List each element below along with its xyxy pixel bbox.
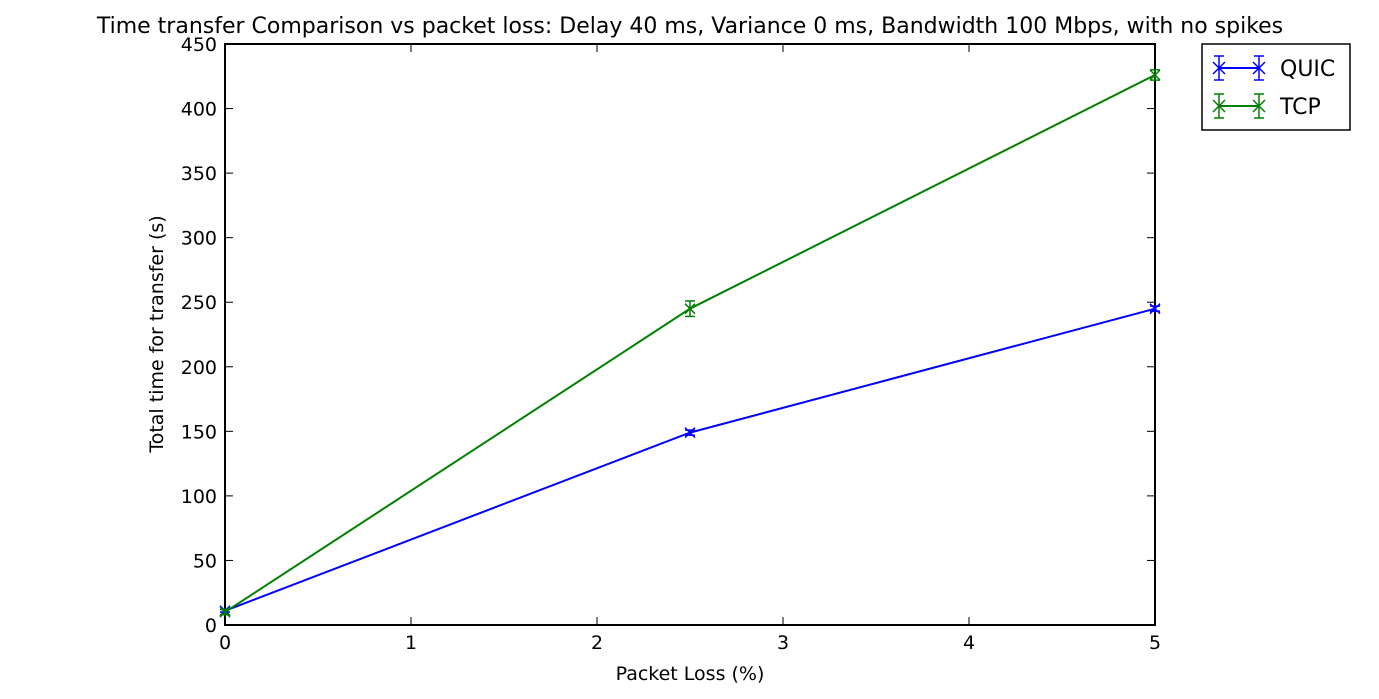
data-point-tcp	[1149, 69, 1161, 81]
x-tick-label: 2	[591, 632, 603, 654]
marker-stroke	[219, 606, 231, 618]
y-tick-label: 300	[181, 228, 217, 250]
series-layer	[219, 69, 1161, 618]
marker-stroke	[684, 303, 696, 315]
y-tick-label: 100	[181, 486, 217, 508]
series-line-quic	[224, 307, 1156, 612]
x-tick-label: 5	[1149, 632, 1161, 654]
y-tick-label: 50	[193, 550, 217, 572]
legend-frame	[1201, 43, 1351, 131]
marker-stroke	[1149, 303, 1161, 315]
x-tick-label: 0	[219, 632, 231, 654]
x-tick-label: 4	[963, 632, 975, 654]
data-point-quic	[684, 427, 696, 439]
legend-item-quic: QUIC	[1212, 55, 1335, 82]
y-tick-label: 200	[181, 357, 217, 379]
y-tick-label: 400	[181, 99, 217, 121]
data-point-tcp	[684, 303, 696, 315]
series-quic	[219, 303, 1161, 617]
legend: QUIC TCP	[1201, 43, 1351, 131]
legend-marker	[1212, 61, 1226, 75]
marker-stroke	[1149, 69, 1161, 81]
y-tick-label: 0	[205, 615, 217, 637]
marker-stroke	[684, 427, 696, 439]
legend-item-tcp: TCP	[1212, 93, 1321, 120]
legend-marker	[1252, 61, 1266, 75]
x-axis-label: Packet Loss (%)	[616, 663, 765, 685]
legend-marker	[1212, 99, 1226, 113]
data-point-tcp	[219, 606, 231, 618]
legend-marker	[1252, 99, 1266, 113]
series-tcp	[219, 69, 1161, 618]
plot-frame	[224, 43, 1156, 626]
x-tick-label: 1	[405, 632, 417, 654]
data-point-quic	[1149, 303, 1161, 315]
y-tick-label: 250	[181, 292, 217, 314]
series-line-tcp	[224, 74, 1156, 613]
y-tick-label: 350	[181, 163, 217, 185]
legend-label-tcp: TCP	[1279, 95, 1321, 120]
chart-title: Time transfer Comparison vs packet loss:…	[96, 14, 1283, 39]
legend-label-quic: QUIC	[1280, 57, 1335, 82]
x-tick-label: 3	[777, 632, 789, 654]
y-tick-label: 150	[181, 421, 217, 443]
y-axis-label: Total time for transfer (s)	[146, 215, 168, 453]
y-tick-label: 450	[181, 34, 217, 56]
